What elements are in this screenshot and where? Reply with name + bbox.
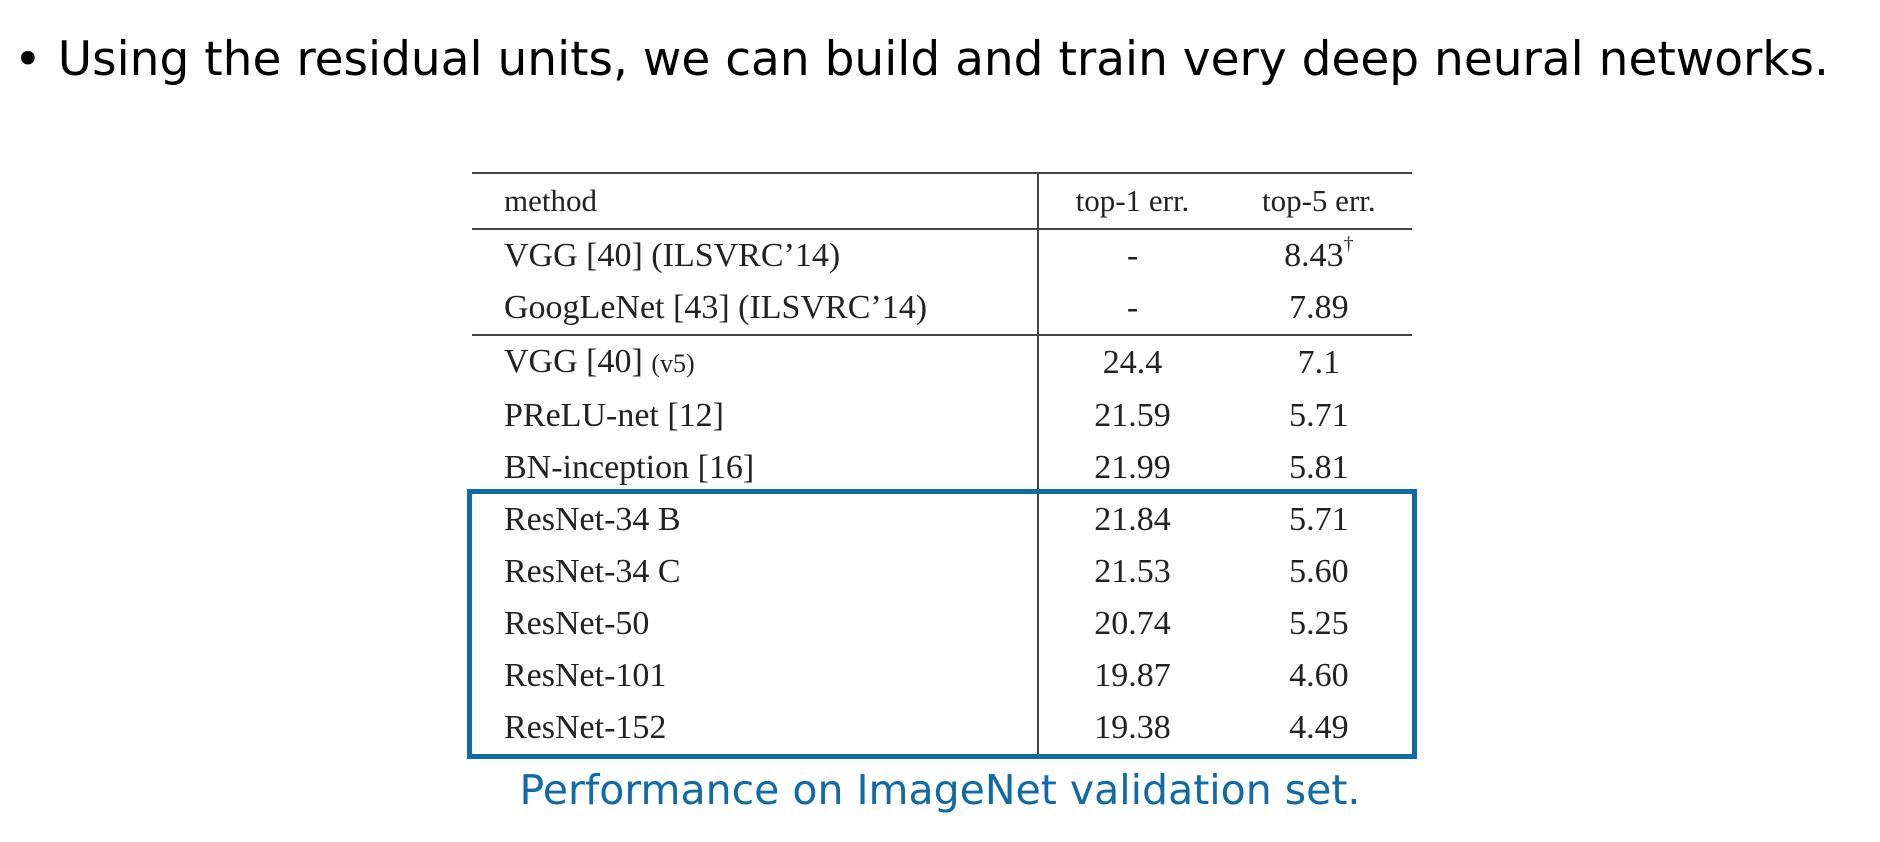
- method-cell: BN-inception [16]: [472, 442, 1038, 494]
- bullet-text: Using the residual units, we can build a…: [58, 32, 1829, 87]
- top1-cell: 24.4: [1038, 335, 1225, 390]
- header-top1-err: top-1 err.: [1038, 173, 1225, 229]
- table-row: PReLU-net [12] 21.59 5.71: [472, 390, 1412, 442]
- method-suffix: (v5): [651, 349, 694, 378]
- method-cell: VGG [40] (ILSVRC’14): [472, 229, 1038, 282]
- bullet-icon: •: [14, 28, 42, 92]
- top5-cell: 5.71: [1226, 494, 1412, 546]
- method-name: PReLU-net [12]: [504, 397, 724, 434]
- results-table-container: method top-1 err. top-5 err. VGG [40] (I…: [472, 172, 1412, 754]
- table-row: GoogLeNet [43] (ILSVRC’14) - 7.89: [472, 282, 1412, 335]
- top5-cell: 4.60: [1226, 650, 1412, 702]
- method-cell: GoogLeNet [43] (ILSVRC’14): [472, 282, 1038, 335]
- table-row: ResNet-34 B 21.84 5.71: [472, 494, 1412, 546]
- method-cell: ResNet-50: [472, 598, 1038, 650]
- top5-cell: 5.81: [1226, 442, 1412, 494]
- method-name: BN-inception [16]: [504, 449, 754, 486]
- method-cell: ResNet-34 B: [472, 494, 1038, 546]
- table-row: VGG [40] (v5) 24.4 7.1: [472, 335, 1412, 390]
- table-row: VGG [40] (ILSVRC’14) - 8.43†: [472, 229, 1412, 282]
- top1-cell: -: [1038, 229, 1225, 282]
- top1-cell: 21.84: [1038, 494, 1225, 546]
- results-table: method top-1 err. top-5 err. VGG [40] (I…: [472, 172, 1412, 754]
- top5-cell: 7.89: [1226, 282, 1412, 335]
- header-method: method: [472, 173, 1038, 229]
- top1-cell: 19.87: [1038, 650, 1225, 702]
- table-header-row: method top-1 err. top-5 err.: [472, 173, 1412, 229]
- table-row: ResNet-34 C 21.53 5.60: [472, 546, 1412, 598]
- top1-cell: 21.99: [1038, 442, 1225, 494]
- header-top5-err: top-5 err.: [1226, 173, 1412, 229]
- table-row: BN-inception [16] 21.99 5.81: [472, 442, 1412, 494]
- top1-cell: 20.74: [1038, 598, 1225, 650]
- method-name: ResNet-152: [504, 709, 666, 746]
- top5-cell-best: 4.49: [1226, 702, 1412, 754]
- method-cell: VGG [40] (v5): [472, 335, 1038, 390]
- dagger-mark: †: [1344, 233, 1354, 255]
- top5-cell: 8.43†: [1226, 229, 1412, 282]
- top1-cell: 21.53: [1038, 546, 1225, 598]
- top5-cell: 7.1: [1226, 335, 1412, 390]
- method-cell: PReLU-net [12]: [472, 390, 1038, 442]
- method-name: GoogLeNet [43] (ILSVRC’14): [504, 289, 927, 326]
- method-name: ResNet-50: [504, 605, 649, 642]
- bullet-point: • Using the residual units, we can build …: [14, 28, 1829, 92]
- table-row: ResNet-101 19.87 4.60: [472, 650, 1412, 702]
- table-row: ResNet-152 19.38 4.49: [472, 702, 1412, 754]
- top1-cell: 21.59: [1038, 390, 1225, 442]
- method-name: ResNet-34 B: [504, 501, 681, 538]
- method-name: ResNet-101: [504, 657, 666, 694]
- top1-cell-best: 19.38: [1038, 702, 1225, 754]
- method-cell: ResNet-34 C: [472, 546, 1038, 598]
- method-name: VGG [40]: [504, 343, 651, 380]
- top5-cell: 5.60: [1226, 546, 1412, 598]
- method-name: VGG [40] (ILSVRC’14): [504, 237, 840, 274]
- method-cell: ResNet-101: [472, 650, 1038, 702]
- top1-cell: -: [1038, 282, 1225, 335]
- table-row: ResNet-50 20.74 5.25: [472, 598, 1412, 650]
- top5-cell: 5.71: [1226, 390, 1412, 442]
- top5-value: 8.43: [1284, 237, 1344, 274]
- top5-cell: 5.25: [1226, 598, 1412, 650]
- method-name: ResNet-34 C: [504, 553, 681, 590]
- method-cell: ResNet-152: [472, 702, 1038, 754]
- table-caption: Performance on ImageNet validation set.: [0, 762, 1880, 818]
